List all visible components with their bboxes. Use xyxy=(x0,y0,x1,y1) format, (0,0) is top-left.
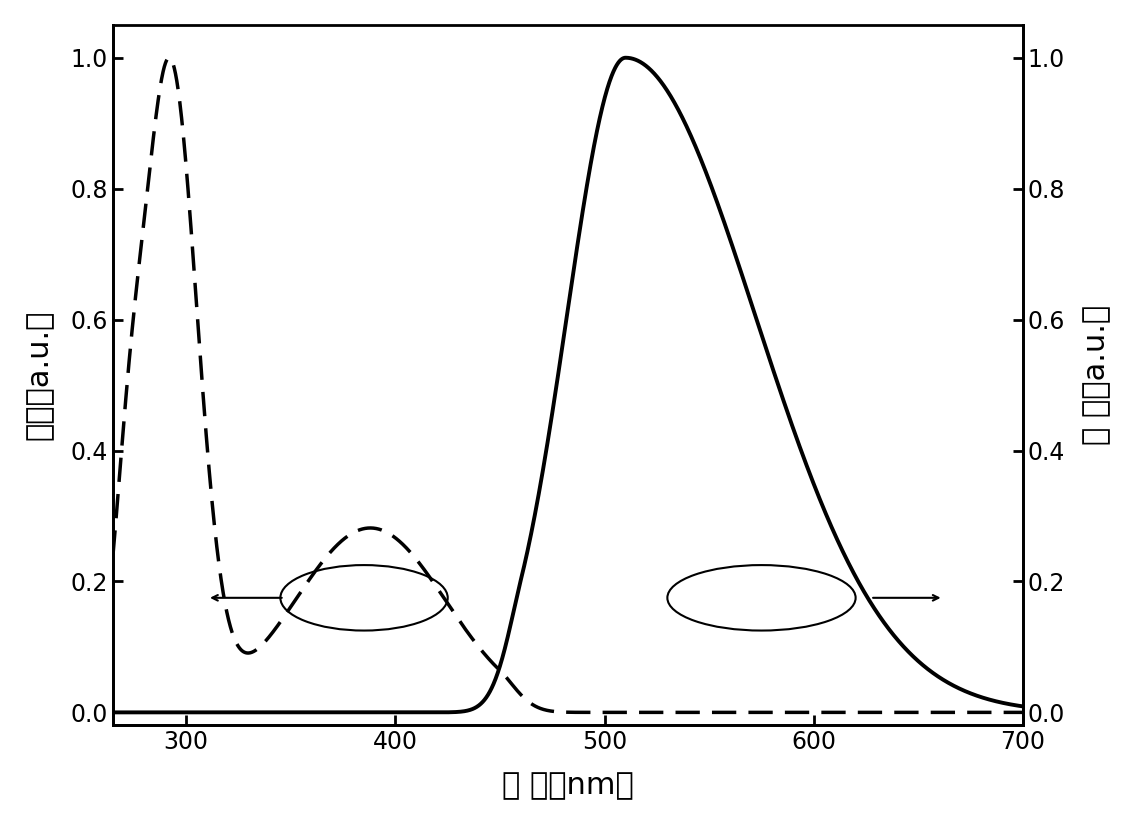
Y-axis label: 吸收（a.u.）: 吸收（a.u.） xyxy=(25,310,55,441)
X-axis label: 波 长（nm）: 波 长（nm） xyxy=(502,771,634,800)
Y-axis label: 发 射（a.u.）: 发 射（a.u.） xyxy=(1081,305,1111,446)
